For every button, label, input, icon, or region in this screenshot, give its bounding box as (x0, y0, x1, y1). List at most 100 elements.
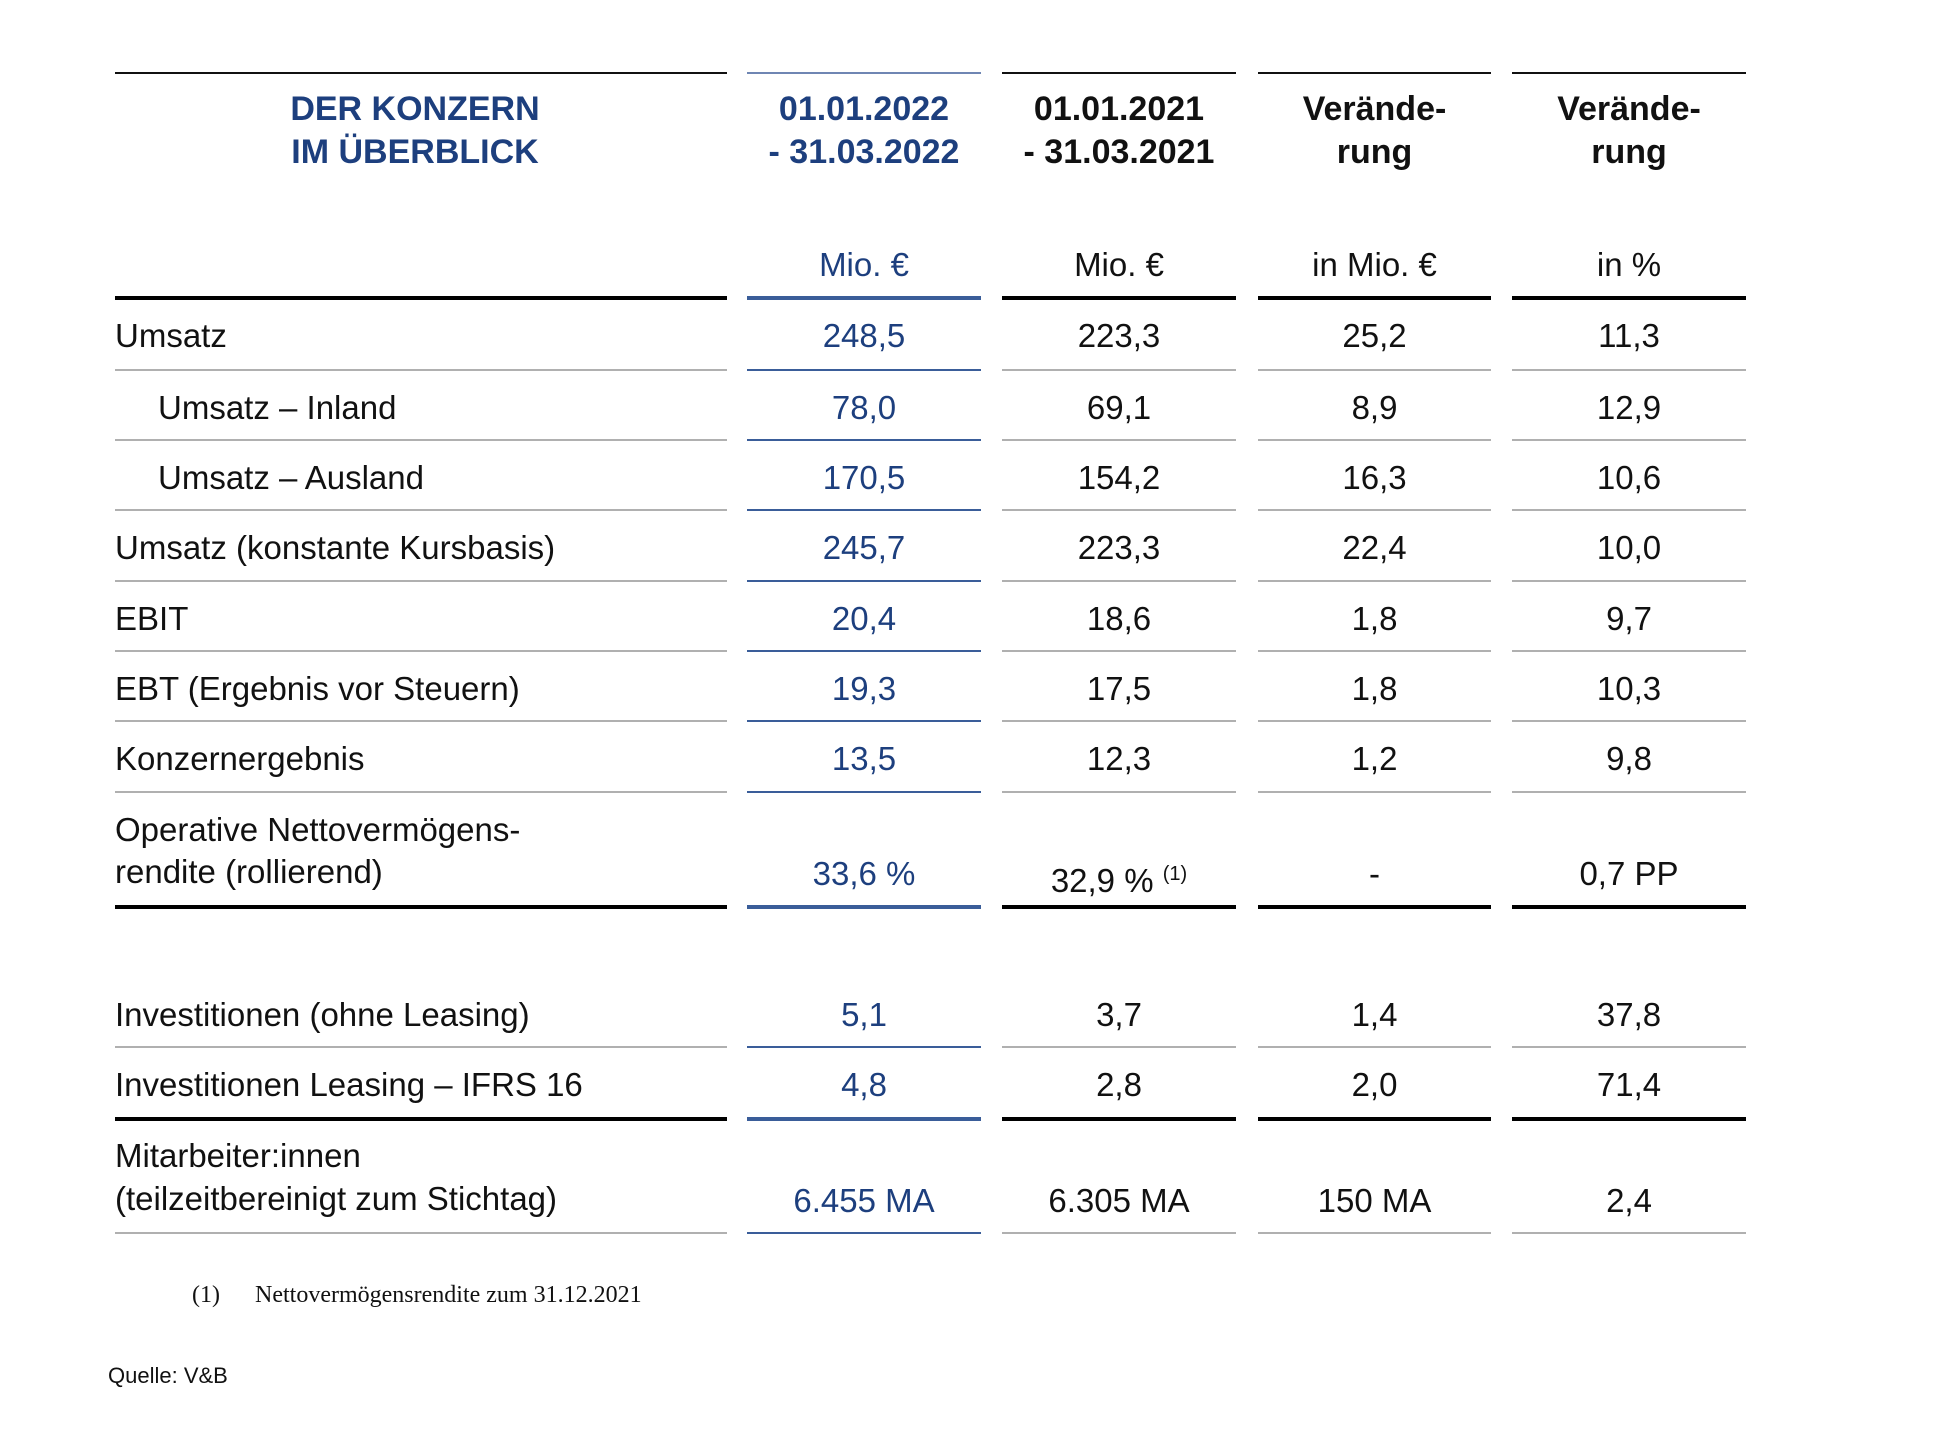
row-label: Mitarbeiter:innen (115, 1137, 361, 1174)
row-divider (1258, 580, 1491, 582)
column-unit: Mio. € (1074, 246, 1164, 283)
row-divider (1002, 1232, 1236, 1234)
row-value: 17,5 (1086, 670, 1152, 707)
row-value: 223,3 (1077, 529, 1161, 566)
row-divider (1258, 72, 1491, 74)
row-value: 10,6 (1596, 459, 1662, 496)
row-value: 248,5 (822, 317, 906, 354)
row-value: 37,8 (1596, 996, 1662, 1033)
row-value: 78,0 (831, 389, 897, 426)
row-divider (1002, 72, 1236, 74)
row-value: 33,6 % (812, 855, 916, 892)
row-value: 170,5 (822, 459, 906, 496)
row-divider (1258, 439, 1491, 441)
row-divider (1512, 905, 1746, 909)
row-divider (1512, 439, 1746, 441)
row-divider (1258, 650, 1491, 652)
row-divider (1002, 905, 1236, 909)
column-header-line2: - 31.03.2022 (768, 133, 960, 171)
row-divider (1512, 580, 1746, 582)
column-header-line2: rung (1336, 133, 1413, 171)
row-divider (1512, 720, 1746, 722)
row-label: rendite (rollierend) (115, 853, 383, 890)
row-value: 13,5 (831, 740, 897, 777)
row-value: 154,2 (1077, 459, 1161, 496)
column-header-line2: rung (1591, 133, 1667, 171)
row-divider (1512, 1117, 1746, 1121)
row-divider (1258, 791, 1491, 793)
row-value: 18,6 (1086, 600, 1152, 637)
column-header-line2: - 31.03.2021 (1023, 133, 1215, 171)
row-divider (1258, 296, 1491, 300)
row-divider (1002, 509, 1236, 511)
row-label: Umsatz – Ausland (158, 459, 424, 496)
row-divider (1002, 720, 1236, 722)
row-value: 25,2 (1342, 317, 1407, 354)
row-value: 11,3 (1598, 317, 1660, 354)
row-divider (747, 1046, 981, 1048)
row-label: Investitionen (ohne Leasing) (115, 996, 530, 1033)
row-divider (115, 791, 727, 793)
row-value: 10,0 (1596, 529, 1662, 566)
row-divider (1512, 1232, 1746, 1234)
row-divider (1002, 650, 1236, 652)
row-label: Konzernergebnis (115, 740, 365, 777)
row-label: Investitionen Leasing – IFRS 16 (115, 1066, 583, 1103)
row-divider (747, 905, 981, 909)
row-value: 4,8 (841, 1066, 887, 1103)
row-value: 16,3 (1342, 459, 1407, 496)
row-divider (115, 1117, 727, 1121)
row-value: 3,7 (1096, 996, 1142, 1033)
row-value: 2,4 (1606, 1182, 1652, 1219)
row-value: 6.305 MA (1048, 1182, 1190, 1219)
column-header-line1: Verände- (1557, 90, 1701, 128)
row-value: 8,9 (1351, 389, 1398, 426)
row-divider (1258, 509, 1491, 511)
row-value: 69,1 (1086, 389, 1152, 426)
row-divider (115, 439, 727, 441)
row-divider (1512, 509, 1746, 511)
column-header-line1: 01.01.2021 (1033, 90, 1205, 128)
row-value: 20,4 (831, 600, 897, 637)
row-label: Umsatz – Inland (158, 389, 397, 426)
row-divider (115, 650, 727, 652)
row-value: 12,9 (1596, 389, 1662, 426)
row-value: 1,8 (1351, 670, 1398, 707)
row-value: 19,3 (831, 670, 897, 707)
row-value-text: 32,9 % (1050, 862, 1154, 899)
row-divider (747, 509, 981, 511)
row-divider (1512, 72, 1746, 74)
row-divider (1512, 650, 1746, 652)
row-divider (747, 439, 981, 441)
column-header-line1: Verände- (1302, 90, 1447, 128)
row-divider (1512, 369, 1746, 371)
row-divider (747, 720, 981, 722)
row-value: 22,4 (1342, 529, 1407, 566)
row-divider (747, 791, 981, 793)
footnote-marker: (1) (1162, 863, 1188, 885)
row-divider (115, 580, 727, 582)
row-divider (115, 905, 727, 909)
column-unit: in % (1596, 246, 1662, 283)
row-divider (115, 720, 727, 722)
row-value: 1,4 (1351, 996, 1398, 1033)
source-note: Quelle: V&B (108, 1363, 228, 1388)
row-label: Umsatz (115, 317, 227, 354)
row-value: 9,8 (1606, 740, 1652, 777)
row-value: 1,8 (1351, 600, 1398, 637)
column-unit: in Mio. € (1312, 246, 1437, 283)
row-label: (teilzeitbereinigt zum Stichtag) (115, 1180, 558, 1217)
row-divider (1002, 1117, 1236, 1121)
column-unit: Mio. € (819, 246, 909, 283)
row-divider (115, 509, 727, 511)
row-divider (1002, 791, 1236, 793)
row-label: EBIT (115, 600, 189, 637)
row-divider (1258, 369, 1491, 371)
row-divider (115, 296, 727, 300)
row-divider (115, 1232, 727, 1234)
row-divider (747, 1117, 981, 1121)
row-divider (1258, 720, 1491, 722)
row-value: 223,3 (1077, 317, 1161, 354)
row-divider (747, 72, 981, 74)
